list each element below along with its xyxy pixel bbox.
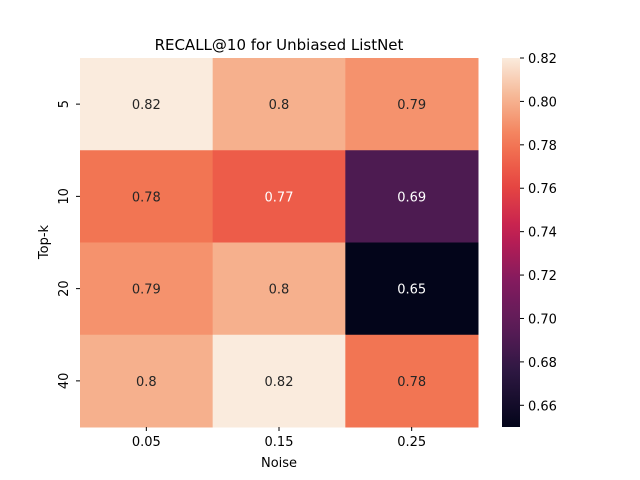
colorbar-tick-label: 0.72 — [528, 269, 557, 284]
heatmap-cell — [212, 334, 346, 428]
x-axis-label: Noise — [261, 456, 297, 471]
cell-value-label: 0.69 — [397, 190, 426, 205]
heatmap-cell — [212, 242, 346, 336]
colorbar-tick-label: 0.66 — [528, 399, 557, 414]
cell-value-label: 0.8 — [269, 283, 290, 298]
colorbar-gradient — [502, 58, 520, 427]
cell-value-label: 0.78 — [397, 375, 426, 390]
heatmap-cell — [345, 334, 479, 428]
heatmap-cell — [345, 242, 479, 336]
heatmap-cell — [80, 242, 214, 336]
colorbar-tick-label: 0.74 — [528, 226, 557, 241]
heatmap-cell — [80, 58, 214, 151]
colorbar-tick-label: 0.82 — [528, 52, 557, 67]
colorbar-tick-label: 0.76 — [528, 182, 557, 197]
x-tick-label: 0.25 — [397, 435, 426, 450]
cell-value-label: 0.8 — [136, 375, 157, 390]
y-axis-label: Top-k — [37, 224, 52, 260]
heatmap-cell — [345, 150, 479, 243]
cell-value-label: 0.82 — [132, 98, 161, 113]
y-tick-label: 5 — [57, 100, 72, 108]
cell-value-label: 0.78 — [132, 190, 161, 205]
cell-value-label: 0.8 — [269, 98, 290, 113]
x-tick-label: 0.05 — [132, 435, 161, 450]
heatmap-cell — [345, 58, 479, 151]
cell-value-label: 0.79 — [132, 283, 161, 298]
colorbar: 0.66 0.68 0.70 0.72 0.74 0.76 0.78 0.80 0.82 — [502, 52, 557, 427]
colorbar-tick-label: 0.78 — [528, 139, 557, 154]
colorbar-tick-label: 0.68 — [528, 356, 557, 371]
heatmap-cell — [212, 150, 346, 243]
y-tick-label: 10 — [57, 188, 72, 205]
colorbar-tick-label: 0.80 — [528, 95, 557, 110]
heatmap-cell — [80, 334, 214, 428]
heatmap-cells: 0.82 0.8 0.79 0.78 0.77 0.69 0.79 0.8 0.65 0.8 0.8… — [80, 58, 479, 428]
heatmap-cell — [80, 150, 214, 243]
cell-value-label: 0.79 — [397, 98, 426, 113]
heatmap-cell — [212, 58, 346, 151]
colorbar-tick-label: 0.70 — [528, 312, 557, 327]
chart-title: RECALL@10 for Unbiased ListNet — [155, 36, 404, 54]
cell-value-label: 0.77 — [265, 190, 294, 205]
cell-value-label: 0.82 — [265, 375, 294, 390]
y-tick-label: 20 — [57, 280, 72, 297]
x-tick-label: 0.15 — [265, 435, 294, 450]
cell-value-label: 0.65 — [397, 283, 426, 298]
y-axis-ticks: 5 10 20 40 — [57, 100, 80, 389]
x-axis-ticks: 0.05 0.15 0.25 — [132, 427, 426, 450]
y-tick-label: 40 — [57, 373, 72, 390]
